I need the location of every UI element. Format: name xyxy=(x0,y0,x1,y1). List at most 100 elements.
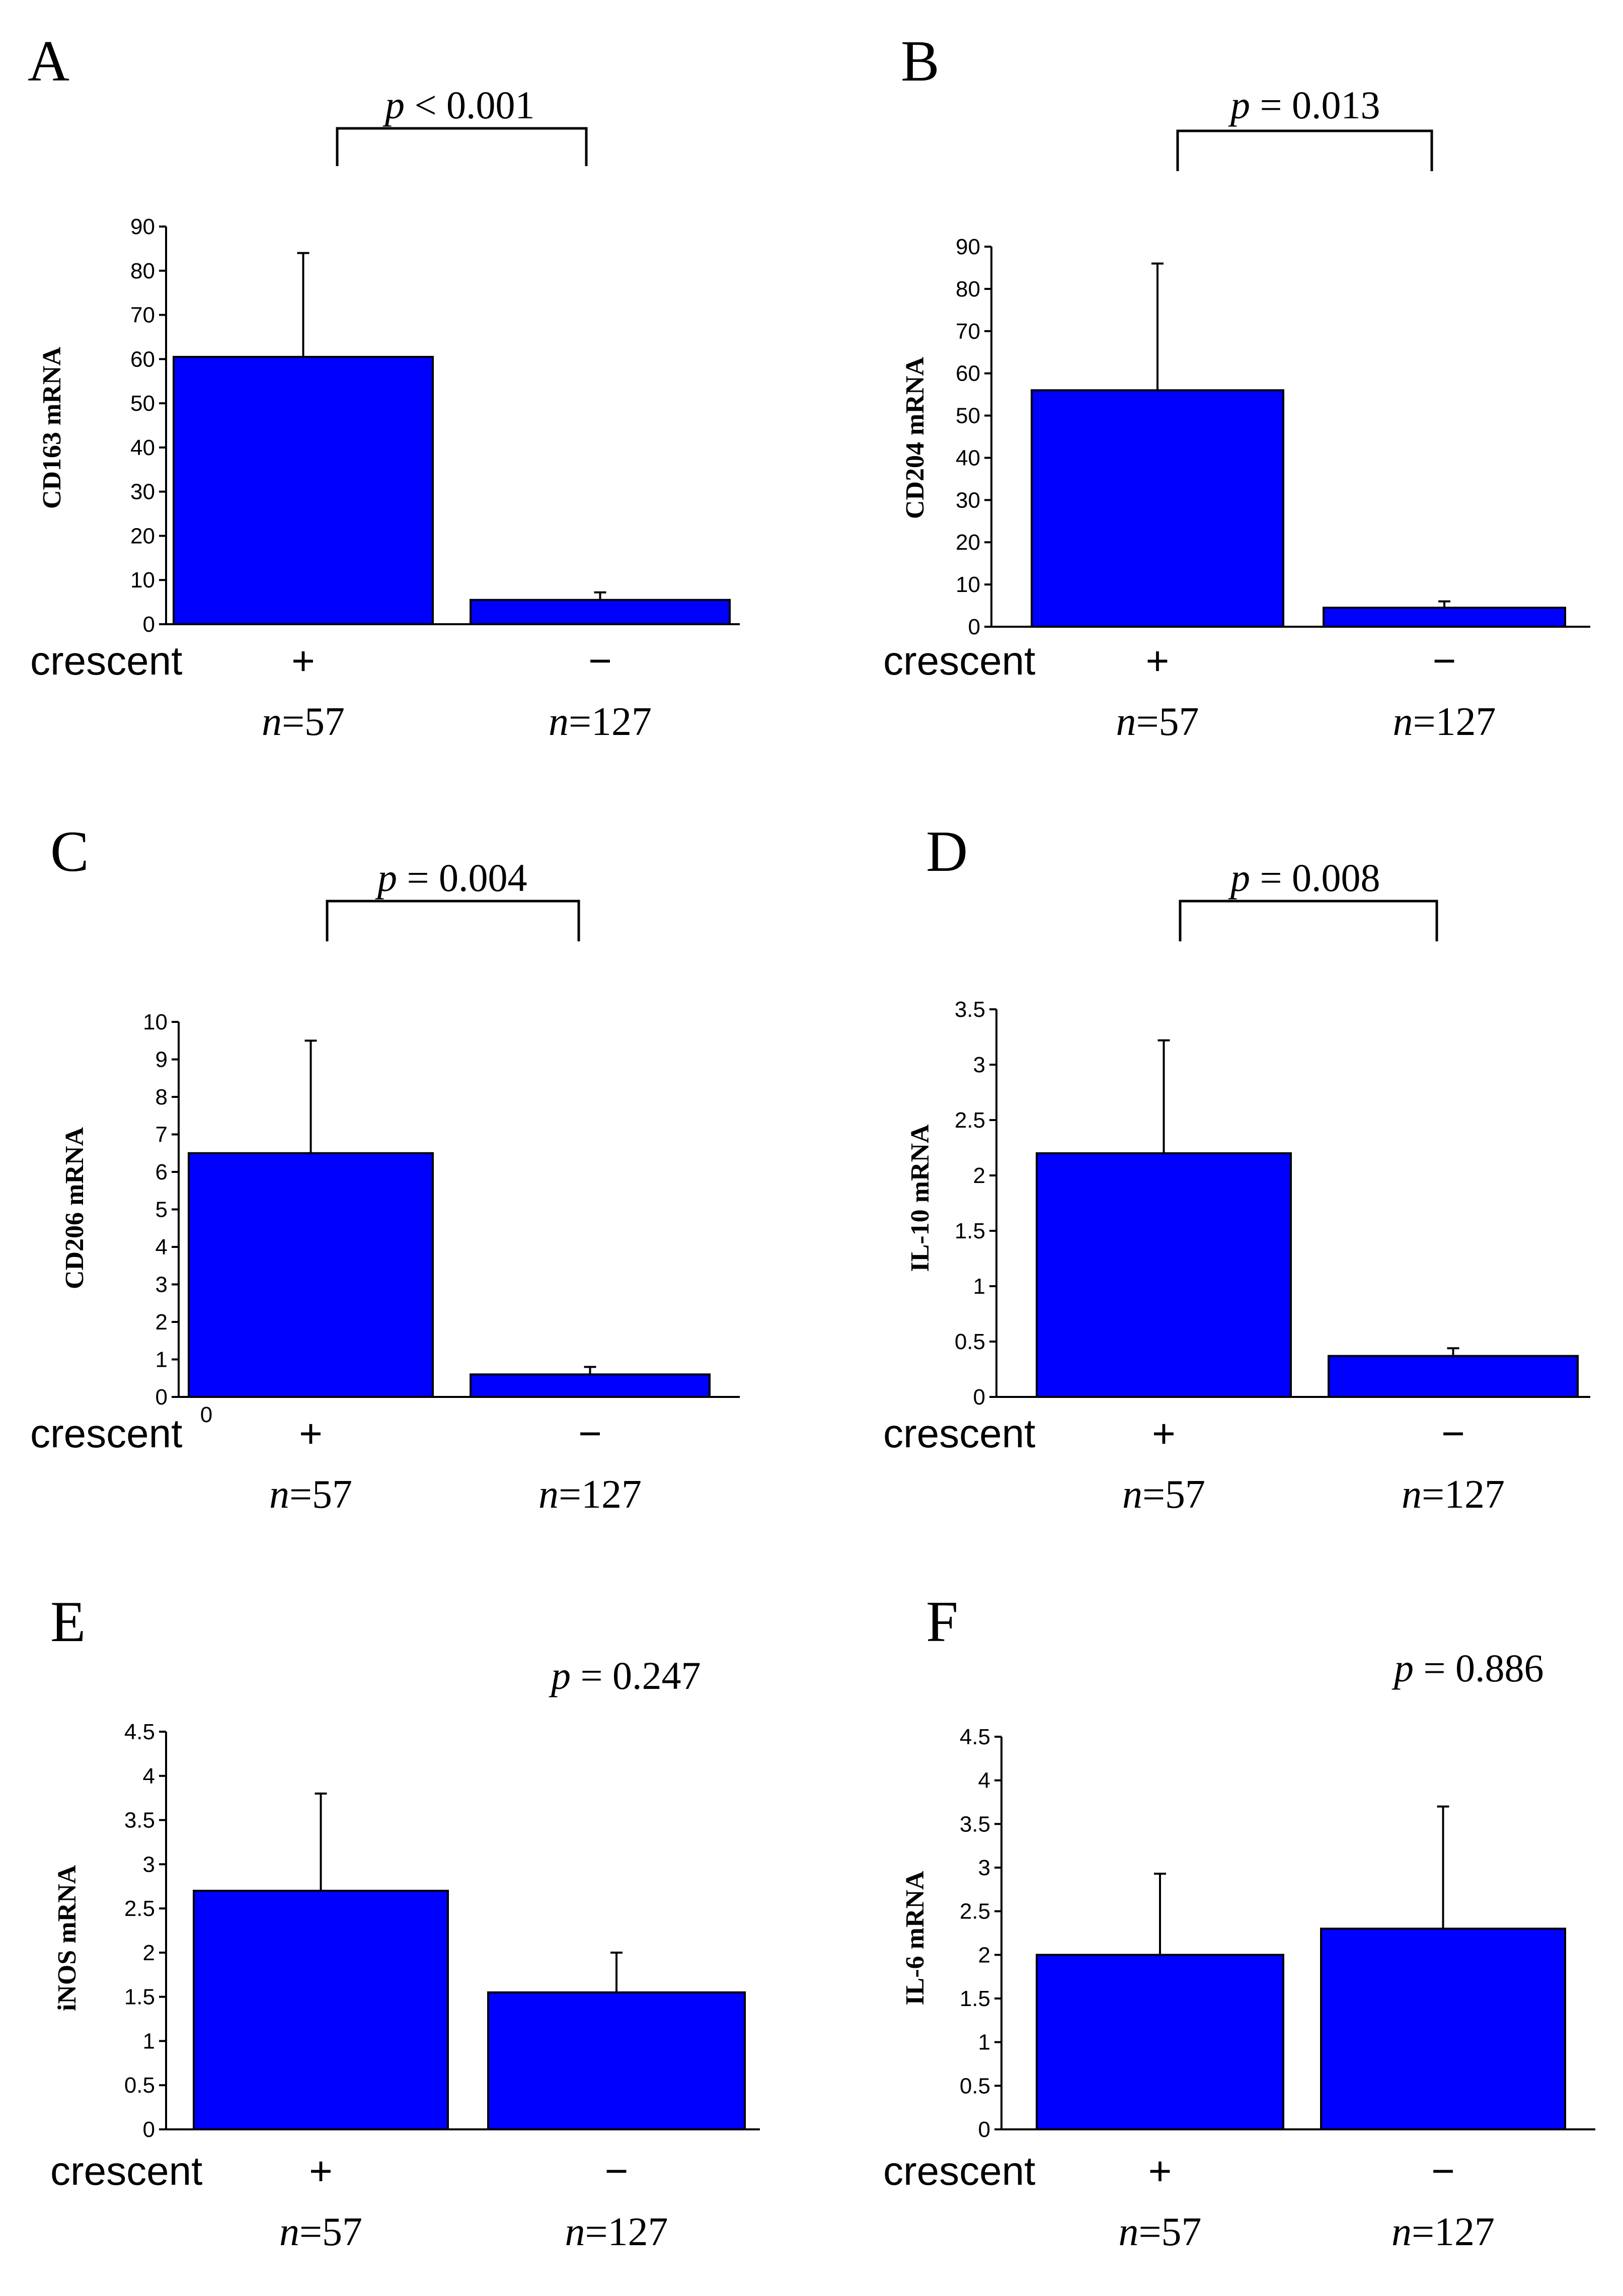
y-tick-label: 0 xyxy=(143,2117,155,2142)
sample-size-label: n=127 xyxy=(565,2210,668,2254)
p-value-label: p = 0.247 xyxy=(549,1654,701,1697)
sample-size-label: n=127 xyxy=(538,1472,642,1517)
panel-letter: C xyxy=(50,820,89,883)
category-row-label: crescent xyxy=(883,638,1035,683)
y-tick-label: 3 xyxy=(143,1852,155,1877)
category-label: − xyxy=(1441,1411,1465,1456)
category-label: + xyxy=(1148,2149,1172,2193)
y-tick-label: 0.5 xyxy=(955,1329,985,1354)
y-tick-label: 0 xyxy=(978,2117,990,2142)
y-tick-label: 70 xyxy=(130,303,155,328)
category-label: + xyxy=(1152,1411,1176,1456)
y-tick-label: 2 xyxy=(978,1943,990,1967)
y-tick-label: 3 xyxy=(156,1273,168,1297)
panel-letter: F xyxy=(926,1590,958,1654)
y-tick-label: 9 xyxy=(156,1048,168,1072)
category-label: + xyxy=(291,638,315,683)
p-value-label: p = 0.886 xyxy=(1392,1646,1544,1690)
y-tick-label: 1 xyxy=(156,1348,168,1372)
category-label: − xyxy=(605,2149,629,2193)
sample-size-label: n=57 xyxy=(1122,1472,1205,1517)
sample-size-label: n=127 xyxy=(549,700,652,744)
y-tick-label: 4 xyxy=(156,1235,168,1260)
y-tick-label: 0.5 xyxy=(960,2073,990,2098)
chart-panel-f: Fp = 0.886 0 0.5 1 1.5 2 2.5 3 3.5 4 4.5 IL-6 mRNA +… xyxy=(883,1590,1595,2254)
y-tick-label: 1 xyxy=(143,2029,155,2053)
y-axis-label: IL-6 mRNA xyxy=(901,1871,930,2006)
y-tick-label: 4 xyxy=(143,1764,155,1789)
significance-bracket xyxy=(326,900,580,941)
p-value-label: p = 0.004 xyxy=(375,856,527,900)
y-tick-label: 0 xyxy=(968,615,980,639)
category-label: − xyxy=(1433,638,1456,683)
y-tick-label: 70 xyxy=(956,319,980,344)
p-value-label: p = 0.008 xyxy=(1228,856,1380,900)
x-origin-label: 0 xyxy=(200,1402,212,1427)
y-tick-label: 4.5 xyxy=(124,1720,155,1744)
y-tick-label: 10 xyxy=(130,568,155,592)
panel-letter: E xyxy=(50,1590,86,1654)
category-label: + xyxy=(1146,638,1170,683)
category-label: − xyxy=(578,1411,602,1456)
y-tick-label: 3.5 xyxy=(955,997,985,1022)
panel-letter: A xyxy=(28,29,69,93)
y-tick-label: 20 xyxy=(956,530,980,555)
y-tick-label: 2.5 xyxy=(960,1899,990,1924)
sample-size-label: n=127 xyxy=(1402,1472,1505,1517)
panel-letter: B xyxy=(901,29,940,93)
y-tick-label: 2 xyxy=(143,1941,155,1965)
y-tick-label: 3.5 xyxy=(124,1808,155,1833)
y-tick-label: 90 xyxy=(956,235,980,259)
y-tick-label: 2.5 xyxy=(955,1108,985,1133)
bar-crescent-positive xyxy=(1036,1152,1292,1398)
y-tick-label: 30 xyxy=(130,480,155,504)
y-tick-label: 40 xyxy=(956,446,980,470)
y-tick-label: 6 xyxy=(156,1160,168,1184)
y-tick-label: 3 xyxy=(978,1856,990,1880)
y-tick-label: 2 xyxy=(973,1163,985,1188)
y-tick-label: 80 xyxy=(130,259,155,283)
y-tick-label: 40 xyxy=(130,435,155,460)
y-tick-label: 2.5 xyxy=(124,1896,155,1921)
panel-letter: D xyxy=(926,820,968,883)
y-tick-label: 2 xyxy=(156,1310,168,1335)
category-row-label: crescent xyxy=(883,2149,1035,2193)
bar-crescent-negative xyxy=(487,1991,746,2131)
bar-crescent-positive xyxy=(188,1152,434,1398)
sample-size-label: n=57 xyxy=(269,1472,352,1517)
y-tick-label: 60 xyxy=(130,347,155,372)
y-tick-label: 0 xyxy=(156,1385,168,1410)
y-tick-label: 20 xyxy=(130,524,155,548)
y-tick-label: 0 xyxy=(143,612,155,637)
y-tick-label: 8 xyxy=(156,1085,168,1109)
bar-crescent-negative xyxy=(1320,1928,1566,2130)
bar-crescent-positive xyxy=(1036,1954,1284,2130)
bar-crescent-positive xyxy=(193,1890,449,2130)
category-label: + xyxy=(299,1411,323,1456)
y-tick-label: 50 xyxy=(130,391,155,416)
category-row-label: crescent xyxy=(30,638,182,683)
y-tick-label: 0.5 xyxy=(124,2073,155,2098)
y-tick-label: 4.5 xyxy=(960,1725,990,1749)
sample-size-label: n=57 xyxy=(279,2210,362,2254)
bar-crescent-negative xyxy=(1323,607,1566,628)
category-row-label: crescent xyxy=(50,2149,202,2193)
bar-crescent-negative xyxy=(470,599,731,625)
y-tick-label: 3 xyxy=(973,1053,985,1077)
chart-panel-a: Ap < 0.001 0 10 20 30 40 50 60 70 80 90 CD163 mRNA +… xyxy=(28,29,740,744)
y-axis-label: CD204 mRNA xyxy=(901,357,930,520)
y-tick-label: 80 xyxy=(956,277,980,302)
category-row-label: crescent xyxy=(30,1411,182,1456)
p-value-label: p < 0.001 xyxy=(382,83,535,127)
significance-bracket xyxy=(1176,129,1433,171)
y-tick-label: 50 xyxy=(956,404,980,428)
y-tick-label: 1 xyxy=(973,1274,985,1299)
y-tick-label: 30 xyxy=(956,488,980,512)
y-axis-label: IL-10 mRNA xyxy=(906,1124,935,1272)
y-tick-label: 3.5 xyxy=(960,1812,990,1836)
category-row-label: crescent xyxy=(883,1411,1035,1456)
p-value-label: p = 0.013 xyxy=(1228,83,1380,127)
